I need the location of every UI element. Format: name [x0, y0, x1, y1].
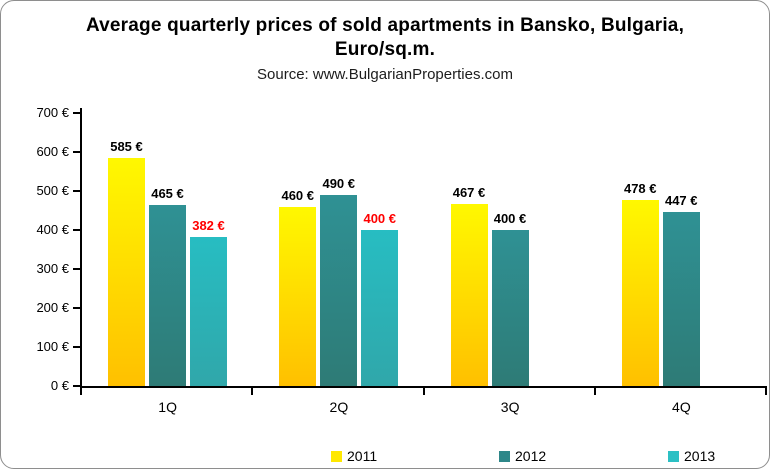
y-axis-tick-label: 300 € [36, 261, 69, 276]
bar-2012-2Q [320, 194, 358, 386]
category-label: 4Q [672, 399, 691, 415]
category-label: 2Q [329, 399, 349, 415]
bar-value-label: 478 € [623, 180, 657, 196]
bar-value-label: 400 € [363, 211, 397, 226]
y-axis-tick-label: 100 € [36, 339, 69, 354]
bar-2013-2Q [361, 230, 399, 386]
bar-value-label: 447 € [664, 192, 698, 208]
y-axis-tick [73, 190, 80, 192]
y-axis-tick-label: 500 € [36, 183, 69, 198]
x-axis-line [80, 386, 767, 388]
bar-value-label: 460 € [281, 187, 315, 203]
category-boundary-tick [251, 388, 254, 395]
y-axis-line [80, 108, 82, 388]
y-axis-tick [73, 151, 80, 153]
chart-source: Source: www.BulgarianProperties.com [257, 66, 513, 83]
bar-value-label: 490 € [322, 175, 356, 191]
chart-header: Average quarterly prices of sold apartme… [1, 14, 769, 85]
y-axis-tick [73, 112, 80, 114]
bar-2012-4Q [662, 211, 700, 386]
bar-2011-4Q [621, 199, 659, 386]
bar-2011-2Q [279, 206, 317, 386]
y-axis-tick [73, 268, 80, 270]
y-axis-tick [73, 307, 80, 309]
y-axis-tick-label: 600 € [36, 144, 69, 159]
y-axis-tick [73, 229, 80, 231]
category-label: 1Q [158, 399, 177, 415]
bar-value-label: 467 € [452, 184, 486, 200]
category-label: 3Q [500, 399, 520, 415]
y-axis-tick-label: 0 € [50, 378, 69, 393]
y-axis-tick-label: 700 € [36, 105, 69, 120]
category-boundary-tick [593, 388, 596, 395]
bar-value-label: 400 € [493, 211, 527, 226]
bar-value-label: 585 € [110, 138, 143, 154]
bar-value-label: 465 € [151, 185, 184, 201]
bar-2012-3Q [491, 230, 529, 386]
chart-title-line-1: Average quarterly prices of sold apartme… [85, 15, 685, 36]
bar-2011-1Q [108, 157, 145, 386]
bar-value-label: 382 € [192, 218, 225, 234]
category-boundary-tick [80, 388, 82, 395]
category-boundary-tick [765, 388, 767, 395]
y-axis-tick-label: 400 € [36, 222, 69, 237]
chart-title-line-2: Euro/sq.m. [334, 39, 436, 60]
y-axis-tick [73, 385, 80, 387]
category-boundary-tick [422, 388, 425, 395]
bar-2011-3Q [450, 203, 488, 386]
bar-2012-1Q [149, 204, 186, 386]
bar-2013-1Q [190, 237, 227, 386]
y-axis-tick [73, 346, 80, 348]
y-axis-tick-label: 200 € [36, 300, 69, 315]
